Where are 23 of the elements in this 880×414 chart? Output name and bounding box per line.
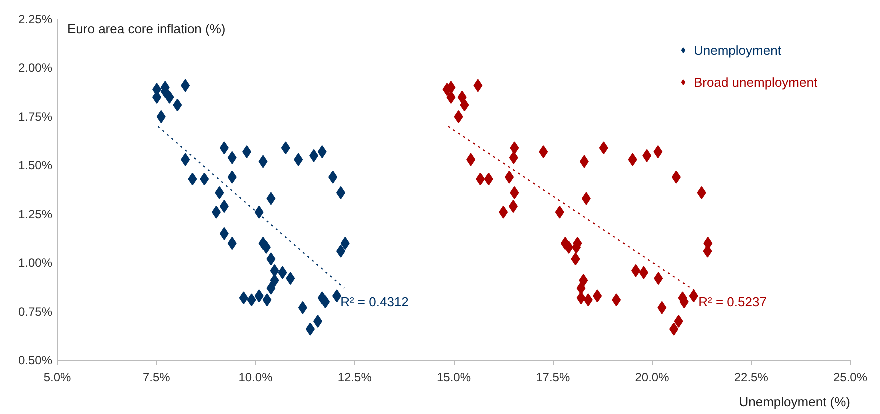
y-tick-label: 0.75%	[18, 304, 53, 319]
x-tick-label: 25.0%	[833, 370, 868, 384]
x-tick-label: 5.0%	[44, 370, 72, 384]
x-axis-title: Unemployment (%)	[739, 394, 851, 410]
annotation: R² = 0.5237	[698, 294, 767, 310]
y-tick-label: 1.00%	[18, 256, 53, 270]
y-tick-label: 0.50%	[18, 354, 53, 368]
y-tick-label: 2.25%	[18, 12, 53, 26]
x-tick-label: 12.5%	[338, 370, 372, 384]
x-tick-label: 10.0%	[238, 370, 274, 384]
y-tick-label: 1.75%	[18, 110, 53, 124]
y-tick-label: 1.50%	[18, 158, 53, 173]
legend-label: Broad unemployment	[694, 74, 818, 90]
x-tick-label: 15.0%	[436, 370, 472, 384]
y-axis-title: Euro area core inflation (%)	[68, 22, 226, 36]
annotation: R² = 0.4312	[340, 294, 409, 310]
y-tick-label: 2.00%	[18, 61, 53, 76]
x-tick-label: 20.0%	[635, 370, 670, 384]
legend-label: Unemployment	[694, 42, 782, 58]
y-tick-label: 1.25%	[18, 207, 53, 222]
x-tick-label: 22.5%	[734, 370, 769, 384]
x-tick-label: 17.5%	[536, 370, 570, 384]
x-tick-label: 7.5%	[142, 370, 171, 384]
